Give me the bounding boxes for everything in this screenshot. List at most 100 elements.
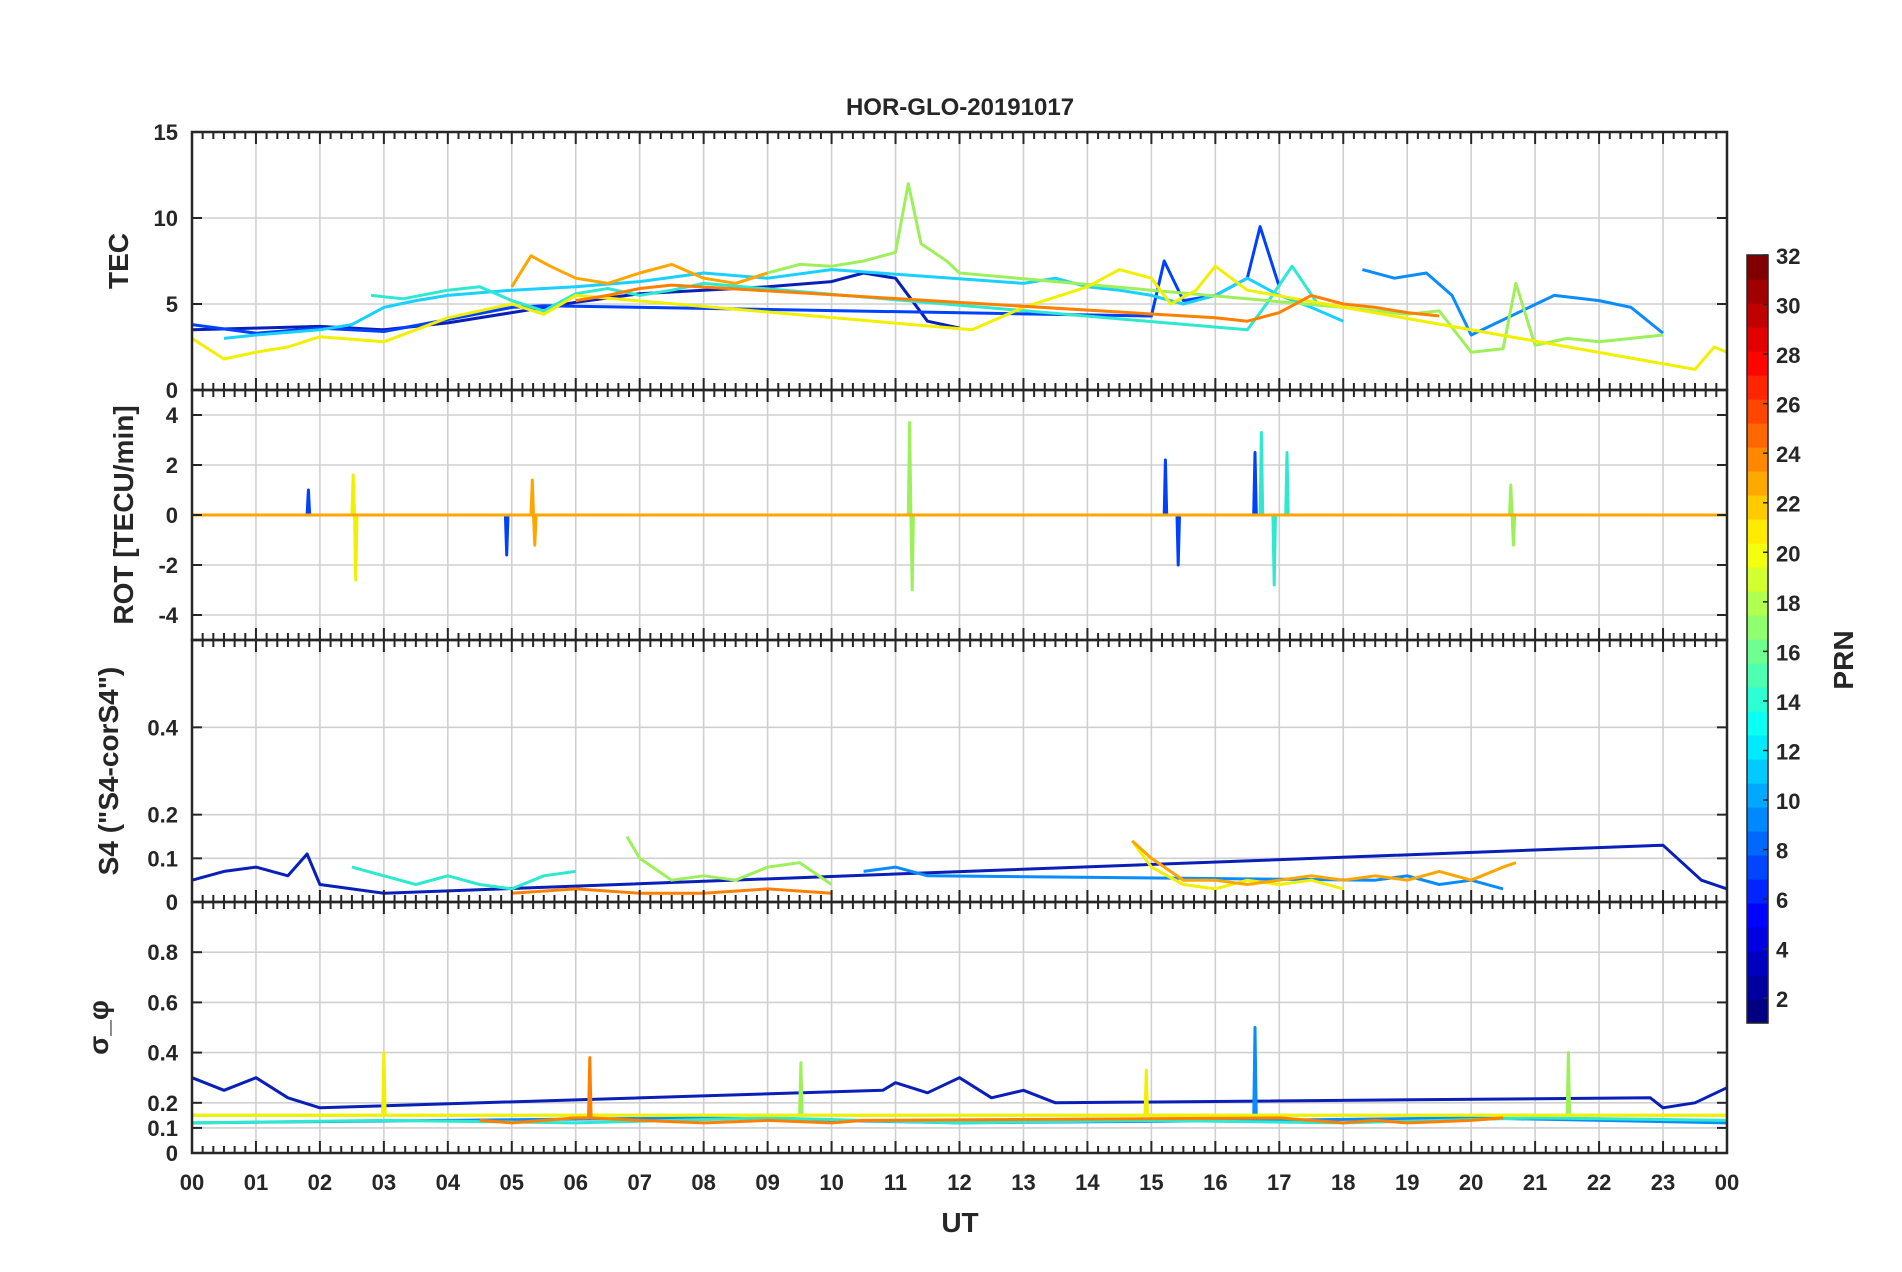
series-line-prn-24: [575, 283, 1440, 323]
colorbar-segment: [1747, 855, 1768, 880]
series-line-prn-2: [191, 1076, 1728, 1110]
x-tick-label: 15: [1139, 1170, 1163, 1195]
colorbar-tick-label: 22: [1776, 492, 1800, 517]
y-tick-label: 0.4: [147, 715, 178, 740]
x-tick-label: 11: [884, 1170, 907, 1195]
series-line-prn-22: [510, 254, 769, 288]
y-tick-label: 0.2: [147, 1091, 178, 1116]
colorbar-tick-label: 32: [1776, 244, 1800, 269]
x-tick-label: 22: [1587, 1170, 1611, 1195]
y-tick-label: 0.1: [147, 846, 178, 871]
y-tick-label: -4: [158, 603, 178, 628]
series-line-prn-20: [191, 264, 1728, 371]
series-line-prn-24: [479, 1056, 1504, 1125]
colorbar-frame: [1746, 254, 1769, 1024]
colorbar-tick-label: 8: [1776, 839, 1788, 864]
colorbar-segment: [1747, 327, 1768, 352]
y-axis-label: ROT [TECU/min]: [108, 405, 139, 624]
x-tick-label: 18: [1331, 1170, 1355, 1195]
colorbar-segment: [1747, 951, 1768, 976]
colorbar-tick-label: 12: [1776, 739, 1800, 764]
colorbar-segment: [1747, 711, 1768, 736]
y-tick-label: 0.8: [147, 940, 178, 965]
series-line-prn-22: [192, 478, 1727, 547]
y-tick-label: 15: [154, 120, 178, 145]
colorbar-segment: [1747, 519, 1768, 544]
colorbar-segment: [1747, 975, 1768, 1000]
y-tick-label: 0: [166, 1141, 178, 1166]
series-line-prn-7: [1362, 268, 1664, 337]
colorbar-segment: [1747, 903, 1768, 928]
colorbar-tick-label: 16: [1776, 640, 1800, 665]
y-tick-label: 0.1: [147, 1116, 178, 1141]
series-line-prn-17: [625, 835, 833, 886]
series-line-prn-14: [370, 264, 1319, 332]
panel-s4: 0 0.1 0.2 0.4 S4 ("S4-corS4"): [93, 638, 1729, 915]
colorbar-segment: [1747, 351, 1768, 376]
colorbar-tick-label: 14: [1776, 690, 1801, 715]
x-tick-label: 05: [500, 1170, 524, 1195]
series-line-prn-2: [191, 843, 1728, 895]
x-tick-label: 00: [180, 1170, 204, 1195]
colorbar-segment: [1747, 927, 1768, 952]
x-tick-label: 08: [691, 1170, 715, 1195]
colorbar-segment: [1747, 375, 1768, 400]
colorbar-tick-label: 2: [1776, 987, 1788, 1012]
colorbar-segment: [1747, 879, 1768, 904]
x-axis-label: UT: [941, 1207, 978, 1238]
colorbar-tick-label: 26: [1776, 393, 1800, 418]
colorbar-label: PRN: [1828, 630, 1859, 689]
colorbar-segment: [1747, 759, 1768, 784]
y-tick-label: 5: [166, 292, 178, 317]
x-tick-label: 00: [1715, 1170, 1739, 1195]
x-tick-label: 07: [627, 1170, 651, 1195]
x-tick-label: 21: [1523, 1170, 1547, 1195]
x-tick-label: 01: [244, 1170, 268, 1195]
x-tick-label: 17: [1267, 1170, 1291, 1195]
panel-rot: -4 -2 0 2 4 ROT [TECU/min]: [108, 388, 1729, 642]
colorbar-segment: [1747, 255, 1768, 280]
x-tick-label: 16: [1203, 1170, 1227, 1195]
y-tick-label: 0: [166, 890, 178, 915]
x-tick-labels: 00 01 02 03 04 05 06 07 08 09 10 11 12 13 14 15 16 17 18 19…: [180, 1170, 1739, 1195]
y-tick-label: 0: [166, 378, 178, 403]
x-tick-label: 14: [1075, 1170, 1100, 1195]
y-tick-label: 0.6: [147, 990, 178, 1015]
y-tick-label: 0.2: [147, 803, 178, 828]
colorbar-segment: [1747, 999, 1768, 1024]
colorbar-segment: [1747, 735, 1768, 760]
x-tick-label: 09: [755, 1170, 779, 1195]
series-line-prn-4: [192, 451, 1727, 567]
y-axis-label: S4 ("S4-corS4"): [93, 667, 124, 876]
colorbar-segment: [1747, 783, 1768, 808]
series-line-prn-12: [223, 268, 1344, 340]
y-tick-label: 4: [166, 403, 179, 428]
colorbar-tick-label: 28: [1776, 343, 1800, 368]
x-tick-label: 04: [436, 1170, 461, 1195]
x-tick-label: 02: [308, 1170, 332, 1195]
series-line-prn-14: [351, 865, 577, 891]
colorbar-segment: [1747, 447, 1768, 472]
y-tick-label: -2: [158, 553, 178, 578]
colorbar-segment: [1747, 303, 1768, 328]
colorbar-segment: [1747, 543, 1768, 568]
y-axis-label: TEC: [103, 233, 134, 289]
y-tick-label: 0: [166, 503, 178, 528]
colorbar-segment: [1747, 423, 1768, 448]
y-tick-label: 2: [166, 453, 178, 478]
colorbar-tick-label: 20: [1776, 541, 1800, 566]
x-tick-label: 20: [1459, 1170, 1483, 1195]
series-line-prn-20: [192, 1051, 1727, 1117]
series-line-prn-14: [192, 431, 1727, 587]
y-tick-label: 0.4: [147, 1041, 178, 1066]
colorbar-segment: [1747, 639, 1768, 664]
series-line-prn-22: [1131, 839, 1517, 886]
chart-title: HOR-GLO-20191017: [846, 94, 1074, 121]
colorbar-segment: [1747, 831, 1768, 856]
colorbar-tick-label: 24: [1776, 442, 1801, 467]
colorbar-tick-label: 18: [1776, 591, 1800, 616]
colorbar-segment: [1747, 567, 1768, 592]
